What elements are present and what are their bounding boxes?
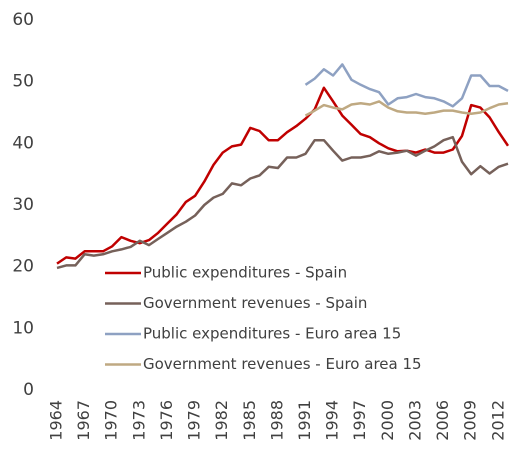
x-tick-label: 1976	[157, 400, 176, 441]
x-tick-label: 1988	[267, 400, 286, 441]
x-tick-label: 1967	[74, 400, 93, 441]
x-tick-label: 1979	[185, 400, 204, 441]
y-tick-label: 40	[12, 133, 34, 153]
legend-label: Public expenditures - Euro area 15	[143, 325, 401, 343]
legend-label: Public expenditures - Spain	[143, 264, 347, 282]
x-tick-label: 1973	[129, 400, 148, 441]
x-tick-label: 2012	[488, 400, 507, 441]
legend-label: Government revenues - Spain	[143, 294, 367, 312]
x-tick-label: 1985	[240, 400, 259, 441]
series-line	[304, 100, 509, 117]
y-tick-label: 60	[12, 10, 34, 30]
x-tick-label: 2003	[405, 400, 424, 441]
y-tick-label: 10	[12, 318, 34, 338]
y-tick-label: 30	[12, 195, 34, 215]
x-tick-label: 1991	[295, 400, 314, 441]
x-tick-label: 1982	[212, 400, 231, 441]
x-tick-label: 1997	[350, 400, 369, 441]
series-line	[56, 86, 510, 265]
y-tick-label: 20	[12, 257, 34, 277]
legend-label: Government revenues - Euro area 15	[143, 355, 422, 373]
series-line	[56, 135, 509, 270]
y-tick-label: 0	[23, 380, 34, 400]
x-tick-label: 2000	[378, 400, 397, 441]
series-line	[304, 63, 509, 108]
y-tick-label: 50	[12, 72, 34, 92]
x-tick-label: 1970	[102, 400, 121, 441]
x-tick-label: 2006	[433, 400, 452, 441]
x-tick-label: 1964	[47, 400, 66, 441]
x-tick-label: 2009	[461, 400, 480, 441]
x-tick-label: 1994	[323, 400, 342, 441]
